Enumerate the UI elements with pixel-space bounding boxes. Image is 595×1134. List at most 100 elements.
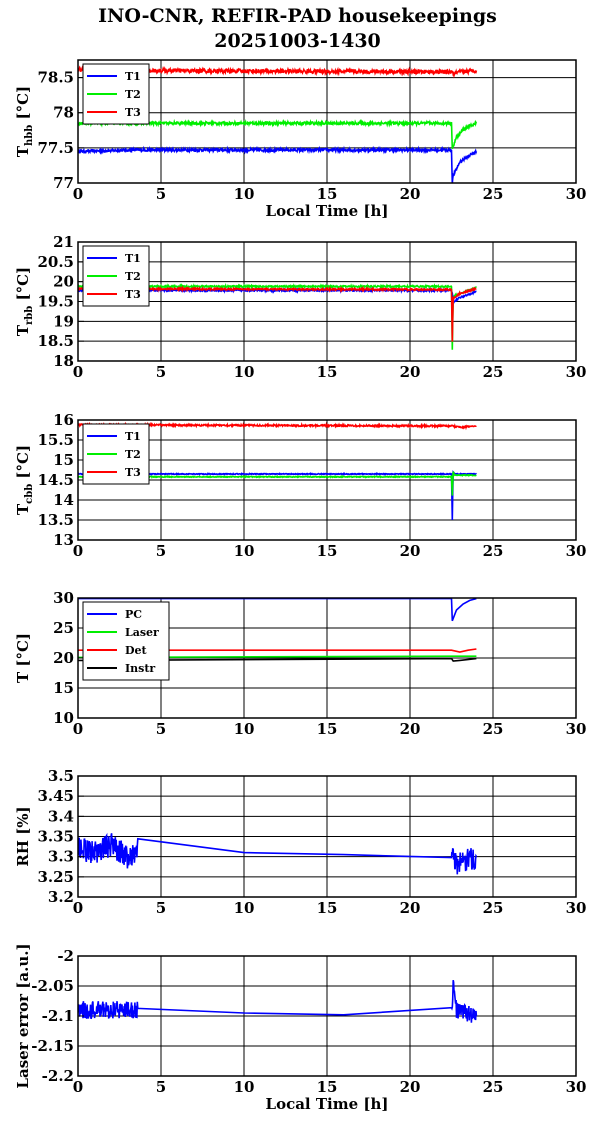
plot-frame (77, 59, 577, 184)
x-tick-label: 30 (566, 899, 587, 917)
y-tick-label: 3.35 (37, 828, 74, 846)
x-tick-label: 15 (317, 720, 338, 738)
x-axis-label: Local Time [h] (266, 202, 389, 220)
y-tick-label: 20.5 (37, 253, 74, 271)
y-axis-label-main: RH [%] (14, 806, 32, 866)
legend-label-t2: T2 (125, 88, 141, 101)
y-tick-label: -2.2 (42, 1067, 74, 1085)
y-axis-label-main: T (14, 324, 32, 336)
y-axis-label-main: T (14, 145, 32, 157)
figure-subtitle: 20251003-1430 (214, 30, 381, 52)
x-tick-label: 15 (317, 542, 338, 560)
x-tick-label: 0 (73, 1078, 83, 1096)
x-tick-label: 0 (73, 363, 83, 381)
x-tick-label: 25 (483, 185, 504, 203)
y-tick-label: 18 (53, 352, 74, 370)
legend-label-t3: T3 (125, 288, 141, 301)
x-tick-label: 20 (400, 542, 421, 560)
y-tick-label: 16 (53, 411, 74, 429)
x-tick-label: 25 (483, 899, 504, 917)
y-tick-label: 3.4 (48, 807, 74, 825)
chart-panel-1: 77 77.5 78 78.5 0 5 10 15 20 25 30 Local Time [h] Th… (14, 59, 587, 220)
y-axis-label-main: Laser error [a.u.] (14, 943, 32, 1088)
legend-label-t1: T1 (125, 430, 141, 443)
y-axis-label: Thbb [°C] (14, 86, 35, 157)
y-axis-label: Laser error [a.u.] (14, 943, 32, 1088)
y-tick-label: 77 (53, 174, 74, 192)
y-tick-label: 19 (53, 312, 74, 330)
x-tick-label: 0 (73, 542, 83, 560)
y-axis-label: Tcbb [°C] (14, 445, 35, 515)
x-tick-label: 30 (566, 363, 587, 381)
legend: T1 T2 T3 (82, 245, 150, 307)
x-tick-label: 10 (234, 185, 255, 203)
x-tick-label: 10 (234, 1078, 255, 1096)
legend-label-t3: T3 (125, 466, 141, 479)
figure-title: INO-CNR, REFIR-PAD housekeepings 2025100… (0, 4, 595, 54)
x-tick-label: 25 (483, 1078, 504, 1096)
series-line-t1 (78, 145, 478, 183)
series-line-laser (78, 655, 477, 659)
y-axis-label-unit: [°C] (14, 86, 32, 125)
x-tick-label: 0 (73, 185, 83, 203)
y-axis-label: RH [%] (14, 806, 32, 866)
x-tick-label: 5 (156, 1078, 166, 1096)
x-tick-label: 5 (156, 363, 166, 381)
figure-title-line: INO-CNR, REFIR-PAD housekeepings (98, 5, 497, 27)
x-tick-label: 30 (566, 185, 587, 203)
y-tick-label: 20 (53, 649, 74, 667)
x-tick-label: 15 (317, 899, 338, 917)
chart-panel-3: 13 13.5 14 14.5 15 15.5 16 0 5 10 15 20 25 30 Tcbb [°C… (14, 411, 586, 560)
x-tick-label: 20 (400, 720, 421, 738)
y-tick-label: 14.5 (37, 471, 74, 489)
y-tick-label: 19.5 (37, 293, 74, 311)
legend-label-t1: T1 (125, 70, 141, 83)
legend-label-pc: PC (125, 608, 142, 621)
y-axis-label-subscript: cbb (24, 484, 35, 504)
x-tick-label: 5 (156, 720, 166, 738)
y-axis-label-unit: [°C] (14, 445, 32, 484)
x-tick-label: 30 (566, 542, 587, 560)
y-tick-label: -2 (57, 947, 74, 965)
x-tick-label: 5 (156, 542, 166, 560)
y-tick-label: -2.1 (42, 1007, 74, 1025)
y-tick-label: 15 (53, 679, 74, 697)
y-tick-label: 14 (53, 491, 74, 509)
x-tick-label: 20 (400, 363, 421, 381)
x-tick-label: 10 (234, 542, 255, 560)
x-tick-label: 20 (400, 185, 421, 203)
y-tick-label: -2.05 (31, 977, 74, 995)
x-tick-label: 10 (234, 363, 255, 381)
series-line-det (78, 648, 477, 653)
legend-label-t2: T2 (125, 448, 141, 461)
y-axis-label: Trbb [°C] (14, 267, 35, 336)
series-line-t2 (78, 118, 478, 149)
chart-panel-6: -2.2 -2.15 -2.1 -2.05 -2 0 5 10 15 20 25 30 Local Ti… (14, 943, 586, 1113)
legend-label-t3: T3 (125, 106, 141, 119)
x-tick-label: 0 (73, 899, 83, 917)
y-tick-label: -2.15 (31, 1037, 74, 1055)
chart-panel-4: 10 15 20 25 30 0 5 10 15 20 25 30 T [°C] PC Laser Det In… (14, 589, 586, 738)
y-axis-label-unit: [°C] (14, 267, 32, 306)
x-tick-label: 0 (73, 720, 83, 738)
x-tick-label: 15 (317, 185, 338, 203)
legend-label-det: Det (125, 644, 148, 657)
y-tick-label: 3.2 (48, 888, 74, 906)
legend-label-t2: T2 (125, 270, 141, 283)
x-tick-label: 15 (317, 363, 338, 381)
y-tick-label: 13 (53, 531, 74, 549)
legend: T1 T2 T3 (82, 63, 150, 125)
y-tick-label: 3.5 (48, 767, 74, 785)
x-tick-label: 10 (234, 720, 255, 738)
y-tick-label: 20 (53, 273, 74, 291)
y-axis-label-subscript: hbb (24, 125, 35, 146)
x-tick-label: 25 (483, 363, 504, 381)
y-tick-label: 78 (53, 104, 74, 122)
y-tick-label: 15 (53, 451, 74, 469)
x-tick-label: 10 (234, 899, 255, 917)
series-line-series-1 (78, 832, 478, 875)
y-axis-label-main: T [°C] (14, 633, 32, 683)
x-tick-label: 15 (317, 1078, 338, 1096)
legend-label-laser: Laser (125, 626, 159, 639)
